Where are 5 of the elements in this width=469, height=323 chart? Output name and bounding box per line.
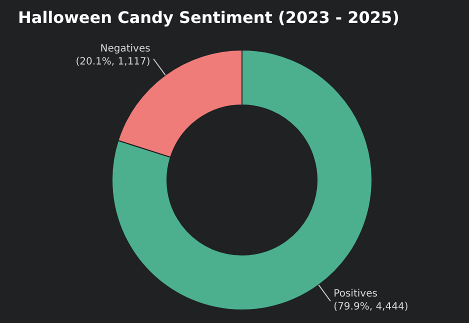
slice-label: Negatives [100,43,150,54]
slice-label: Positives [334,288,378,300]
data-label: (79.9%, 4,444) [334,302,408,313]
data-label: (20.1%, 1,117) [76,56,150,68]
chart-title: Halloween Candy Sentiment (2023 - 2025) [18,8,400,27]
